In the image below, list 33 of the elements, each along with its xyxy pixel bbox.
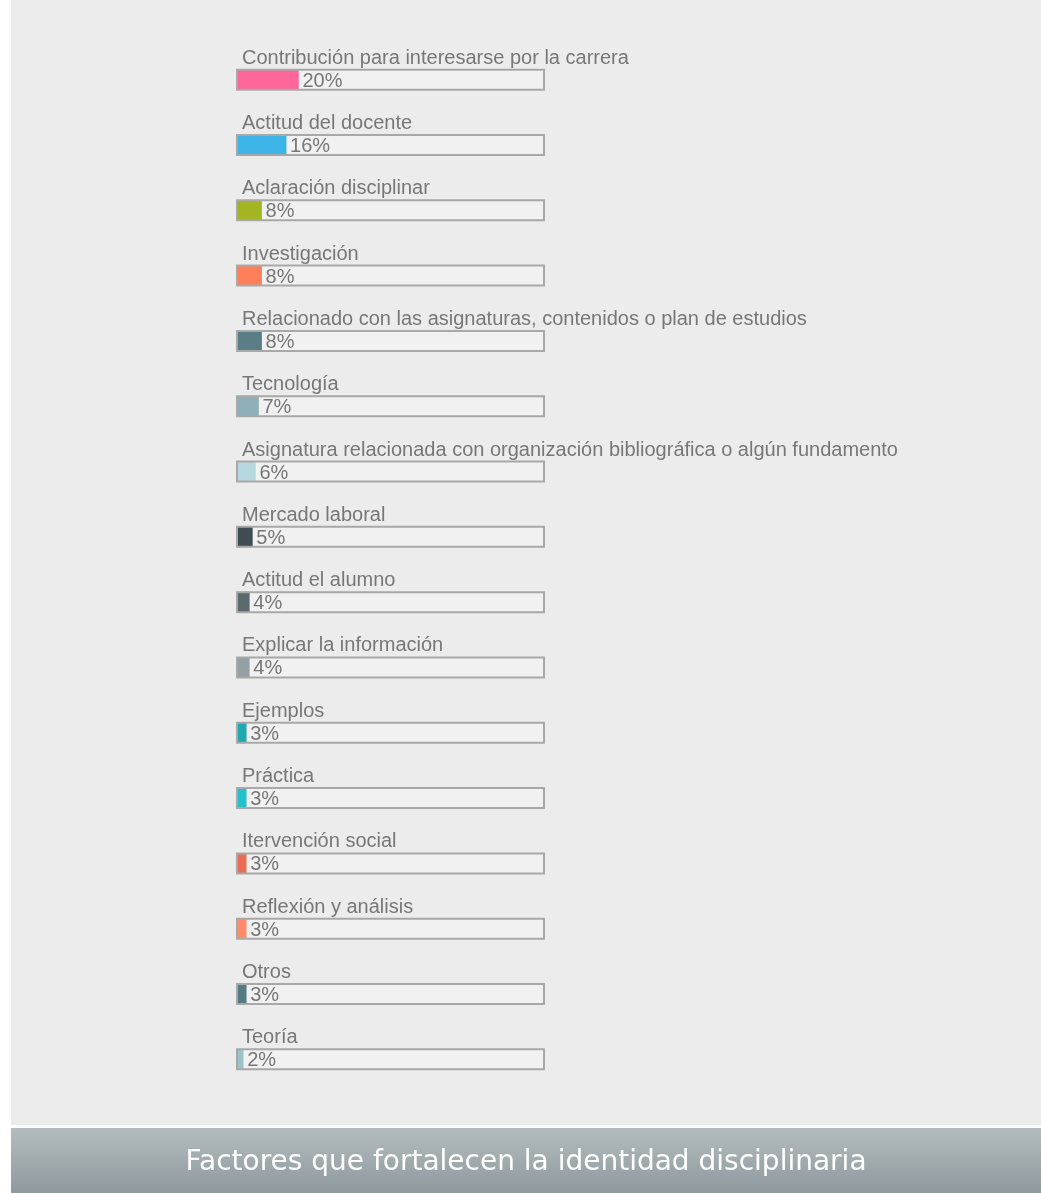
- y-tick-label: Otros: [242, 960, 291, 983]
- data-label: 2%: [247, 1048, 277, 1071]
- y-tick-label: Tecnología: [242, 372, 340, 395]
- y-tick-label: Ejemplos: [242, 698, 325, 721]
- y-tick-label: Actitud del docente: [242, 110, 413, 133]
- data-label: 5%: [256, 525, 286, 548]
- data-label: 8%: [265, 329, 295, 352]
- y-tick-label: Reflexión y análisis: [242, 894, 414, 917]
- y-tick-label: Teoría: [242, 1025, 299, 1048]
- data-label: 7%: [262, 395, 292, 418]
- y-tick-label: Investigación: [242, 241, 359, 264]
- data-label: 3%: [250, 852, 280, 875]
- y-tick-label: Explicar la información: [242, 633, 444, 656]
- y-tick-label: Contribución para interesarse por la carrera: [242, 45, 630, 68]
- data-label: 4%: [253, 656, 283, 679]
- y-tick-label: Aclaración disciplinar: [242, 176, 431, 199]
- data-label: 8%: [265, 199, 295, 222]
- text: Factores que fortalecen la identidad disciplinaria: [11, 1128, 1041, 1193]
- y-tick-label: Práctica: [242, 764, 316, 787]
- data-label: 8%: [265, 264, 295, 287]
- data-label: 16%: [290, 133, 331, 156]
- data-label: 3%: [250, 983, 280, 1006]
- data-label: 3%: [250, 721, 280, 744]
- data-label: 6%: [259, 460, 289, 483]
- data-label: 3%: [250, 917, 280, 940]
- data-label: 20%: [302, 68, 343, 91]
- y-tick-label: Mercado laboral: [242, 502, 386, 525]
- y-tick-label: Actitud el alumno: [242, 568, 396, 591]
- y-tick-label: Asignatura relacionada con organización bibliográfica o algún fundamento: [242, 437, 898, 460]
- data-label: 3%: [250, 787, 280, 810]
- data-label: 4%: [253, 591, 283, 614]
- y-tick-label: Relacionado con las asignaturas, contenidos o plan de estudios: [242, 306, 807, 329]
- y-tick-label: Itervención social: [242, 829, 397, 852]
